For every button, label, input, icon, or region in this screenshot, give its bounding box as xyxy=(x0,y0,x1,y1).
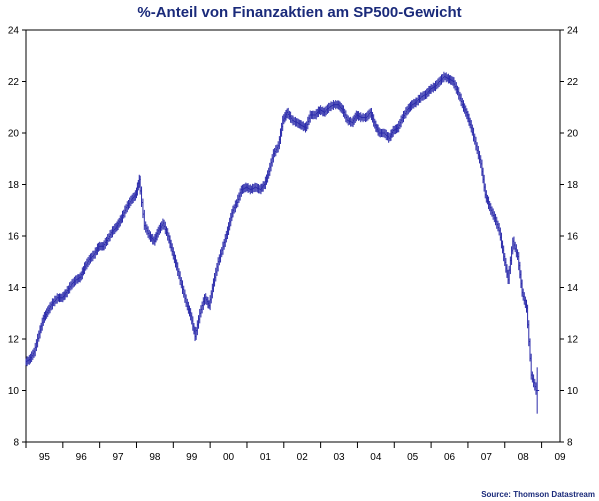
y-tick-label-left: 16 xyxy=(8,232,20,243)
y-tick-label-right: 8 xyxy=(567,438,573,449)
y-tick-label-left: 20 xyxy=(8,129,20,140)
x-tick-label: 95 xyxy=(39,452,51,463)
y-tick-label-left: 8 xyxy=(13,438,19,449)
y-tick-label-right: 18 xyxy=(567,180,579,191)
x-tick-label: 06 xyxy=(444,452,456,463)
y-tick-label-left: 22 xyxy=(8,77,20,88)
x-axis: 95 96 97 98 99 00 01 02 03 04 05 06 07 08 09 xyxy=(25,442,566,463)
y-tick-label-left: 18 xyxy=(8,180,20,191)
chart-title: %-Anteil von Finanzaktien am SP500-Gewic… xyxy=(137,4,462,21)
y-tick-label-right: 10 xyxy=(567,386,579,397)
x-tick-label: 09 xyxy=(554,452,566,463)
y-tick-label-right: 16 xyxy=(567,232,579,243)
y-tick-label-left: 10 xyxy=(8,386,20,397)
x-tick-label: 03 xyxy=(333,452,345,463)
y-tick-label-right: 14 xyxy=(567,283,579,294)
x-tick-label: 02 xyxy=(297,452,309,463)
x-tick-label: 00 xyxy=(223,452,235,463)
y-tick-label-left: 24 xyxy=(8,26,20,37)
x-tick-label: 01 xyxy=(260,452,272,463)
x-tick-label: 97 xyxy=(113,452,125,463)
y-tick-label-right: 22 xyxy=(567,77,579,88)
y-axis-left: 8 10 12 14 16 18 20 22 24 xyxy=(8,26,26,449)
x-tick-label: 07 xyxy=(481,452,493,463)
x-tick-label: 04 xyxy=(370,452,382,463)
x-tick-label: 05 xyxy=(407,452,419,463)
x-tick-label: 99 xyxy=(186,452,198,463)
y-tick-label-right: 12 xyxy=(567,335,579,346)
y-tick-label-right: 24 xyxy=(567,26,579,37)
y-tick-label-left: 12 xyxy=(8,335,20,346)
y-tick-label-right: 20 xyxy=(567,129,579,140)
x-tick-label: 98 xyxy=(149,452,161,463)
y-axis-right: 8 10 12 14 16 18 20 22 24 xyxy=(560,26,579,449)
plot-frame xyxy=(25,29,561,443)
y-tick-label-left: 14 xyxy=(8,283,20,294)
x-tick-label: 96 xyxy=(76,452,88,463)
source-note: Source: Thomson Datastream xyxy=(481,490,595,499)
x-tick-label: 08 xyxy=(518,452,530,463)
data-series xyxy=(25,71,540,414)
